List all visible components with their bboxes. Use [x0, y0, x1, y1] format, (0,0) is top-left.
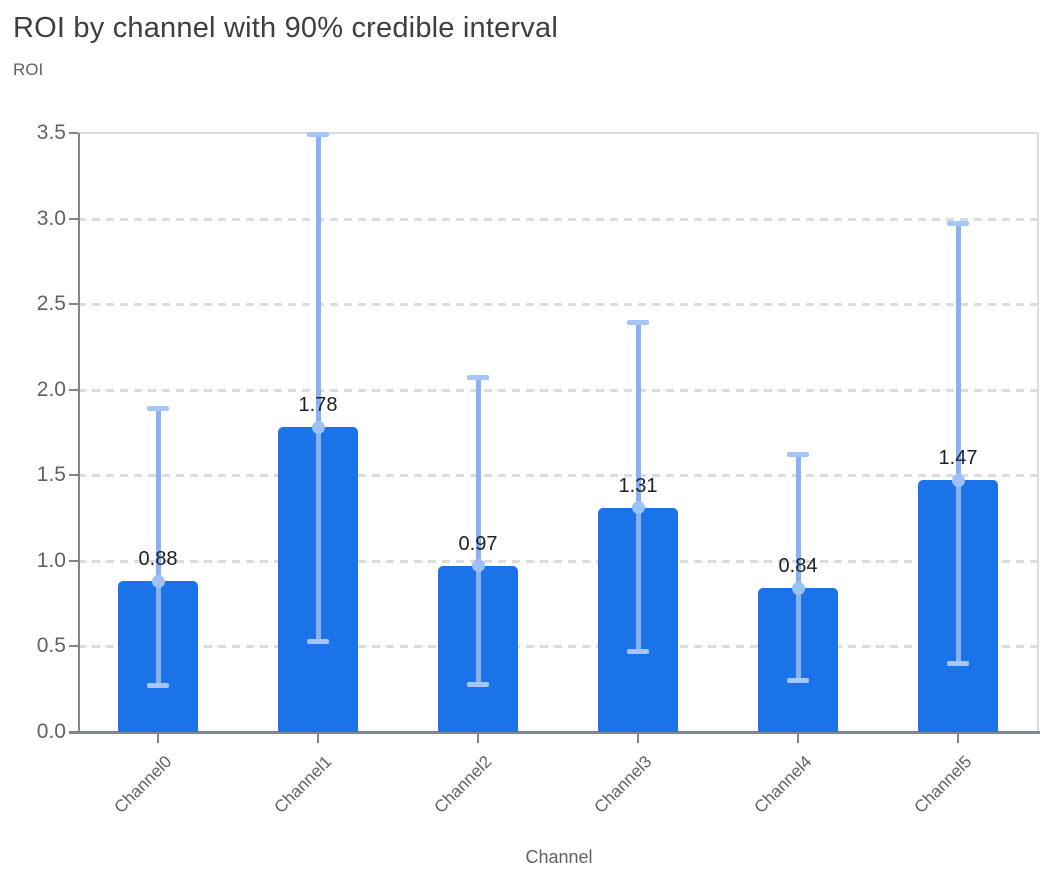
bar-value-label: 0.84	[778, 555, 818, 578]
error-bar-line	[955, 223, 961, 664]
error-bar-cap-bottom	[147, 683, 169, 689]
x-tick-label: Channel0	[110, 752, 176, 817]
bar-value-label: 0.97	[458, 532, 498, 555]
bar-value-label: 1.78	[298, 394, 338, 417]
error-bar-line	[155, 408, 161, 686]
y-gridline	[78, 645, 1037, 649]
y-tick-label: 0.5	[36, 634, 66, 658]
y-axis-line	[78, 133, 80, 732]
x-axis-title: Channel	[525, 847, 593, 867]
x-tick-mark	[797, 734, 799, 743]
y-tick-mark	[69, 645, 78, 648]
x-axis-line	[69, 731, 1040, 734]
x-tick-label: Channel2	[430, 752, 496, 817]
y-tick-label: 2.0	[36, 377, 66, 401]
bar-value-label: 1.31	[618, 474, 658, 497]
y-tick-mark	[69, 217, 78, 220]
x-tick-label: Channel4	[750, 752, 816, 817]
plot-right-border	[1037, 133, 1039, 732]
bar-value-label: 0.88	[138, 548, 178, 571]
error-bar-line	[475, 377, 481, 685]
y-axis-title: ROI	[13, 60, 44, 79]
chart-title: ROI by channel with 90% credible interva…	[13, 12, 558, 44]
y-tick-mark	[69, 132, 78, 134]
y-gridline	[78, 388, 1037, 392]
error-bar-cap-bottom	[627, 649, 649, 655]
y-gridline	[78, 474, 1037, 478]
y-tick-mark	[69, 559, 78, 562]
x-tick-mark	[957, 734, 959, 743]
y-tick-mark	[69, 303, 78, 306]
y-tick-label: 2.5	[36, 292, 66, 316]
mean-marker	[311, 420, 325, 434]
error-bar-cap-top	[787, 452, 809, 458]
x-tick-label: Channel3	[590, 752, 656, 817]
y-tick-label: 3.0	[36, 206, 66, 230]
x-tick-mark	[637, 734, 639, 743]
x-tick-mark	[477, 734, 479, 743]
x-tick-label: Channel1	[270, 752, 336, 817]
mean-marker	[631, 501, 645, 515]
mean-marker	[791, 581, 805, 595]
bar-value-label: 1.47	[938, 447, 978, 470]
error-bar-cap-top	[307, 132, 329, 138]
mean-marker	[151, 574, 165, 588]
y-tick-label: 0.0	[36, 720, 66, 743]
error-bar-line	[795, 454, 801, 681]
error-bar-cap-top	[947, 221, 969, 227]
y-gridline	[78, 559, 1037, 563]
y-gridline	[78, 303, 1037, 307]
y-tick-mark	[69, 474, 78, 477]
error-bar-cap-bottom	[467, 681, 489, 687]
error-bar-cap-bottom	[307, 638, 329, 644]
error-bar-cap-top	[627, 320, 649, 326]
y-gridline	[78, 217, 1037, 221]
error-bar-cap-bottom	[787, 678, 809, 684]
error-bar-line	[315, 134, 321, 642]
plot-top-border	[78, 132, 1037, 134]
y-tick-mark	[69, 388, 78, 391]
error-bar-line	[635, 322, 641, 652]
y-tick-label: 1.0	[36, 548, 66, 572]
error-bar-cap-top	[467, 375, 489, 381]
error-bar-cap-bottom	[947, 661, 969, 667]
x-tick-mark	[317, 734, 319, 743]
y-tick-label: 1.5	[36, 463, 66, 487]
mean-marker	[951, 473, 965, 487]
x-tick-label: Channel5	[910, 752, 976, 817]
y-tick-label: 3.5	[36, 121, 66, 144]
x-tick-mark	[157, 734, 159, 743]
mean-marker	[471, 559, 485, 573]
error-bar-cap-top	[147, 406, 169, 412]
